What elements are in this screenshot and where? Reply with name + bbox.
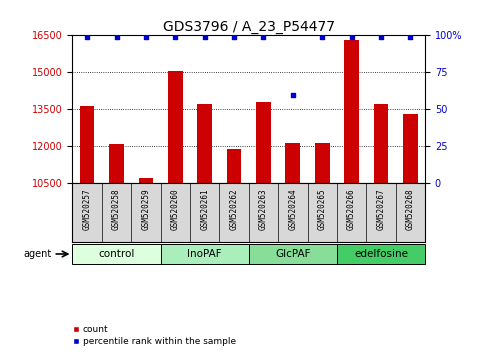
Text: GSM520265: GSM520265 bbox=[318, 188, 327, 230]
Text: GSM520267: GSM520267 bbox=[376, 188, 385, 230]
Text: control: control bbox=[99, 249, 135, 259]
Text: GSM520263: GSM520263 bbox=[259, 188, 268, 230]
FancyBboxPatch shape bbox=[249, 244, 337, 264]
Bar bbox=[168, 71, 183, 354]
Point bbox=[407, 34, 414, 40]
Text: InoPAF: InoPAF bbox=[187, 249, 222, 259]
Bar bbox=[109, 144, 124, 354]
Point bbox=[113, 34, 120, 40]
Text: GSM520264: GSM520264 bbox=[288, 188, 298, 230]
FancyBboxPatch shape bbox=[160, 244, 249, 264]
FancyBboxPatch shape bbox=[337, 244, 425, 264]
Bar bbox=[403, 114, 418, 354]
Bar bbox=[198, 104, 212, 354]
Point bbox=[348, 34, 355, 40]
Text: GSM520268: GSM520268 bbox=[406, 188, 415, 230]
Bar bbox=[256, 102, 271, 354]
Bar bbox=[344, 40, 359, 354]
Text: GSM520260: GSM520260 bbox=[171, 188, 180, 230]
Bar bbox=[315, 143, 329, 354]
Text: GSM520262: GSM520262 bbox=[229, 188, 239, 230]
Text: GSM520257: GSM520257 bbox=[83, 188, 92, 230]
Text: GSM520261: GSM520261 bbox=[200, 188, 209, 230]
Point bbox=[318, 34, 326, 40]
Bar bbox=[374, 104, 388, 354]
Text: GSM520266: GSM520266 bbox=[347, 188, 356, 230]
Text: GlcPAF: GlcPAF bbox=[275, 249, 311, 259]
Point bbox=[230, 34, 238, 40]
Title: GDS3796 / A_23_P54477: GDS3796 / A_23_P54477 bbox=[163, 21, 335, 34]
Bar bbox=[80, 105, 95, 354]
Legend: count, percentile rank within the sample: count, percentile rank within the sample bbox=[72, 325, 236, 346]
Bar bbox=[227, 149, 242, 354]
Bar bbox=[285, 143, 300, 354]
Bar bbox=[139, 178, 153, 354]
Point bbox=[171, 34, 179, 40]
Text: GSM520259: GSM520259 bbox=[142, 188, 150, 230]
Point bbox=[377, 34, 385, 40]
Point bbox=[259, 34, 267, 40]
Point bbox=[289, 92, 297, 97]
FancyBboxPatch shape bbox=[72, 244, 160, 264]
Point bbox=[83, 34, 91, 40]
Point bbox=[201, 34, 209, 40]
Text: edelfosine: edelfosine bbox=[354, 249, 408, 259]
Text: GSM520258: GSM520258 bbox=[112, 188, 121, 230]
Text: agent: agent bbox=[24, 249, 52, 259]
Point bbox=[142, 34, 150, 40]
